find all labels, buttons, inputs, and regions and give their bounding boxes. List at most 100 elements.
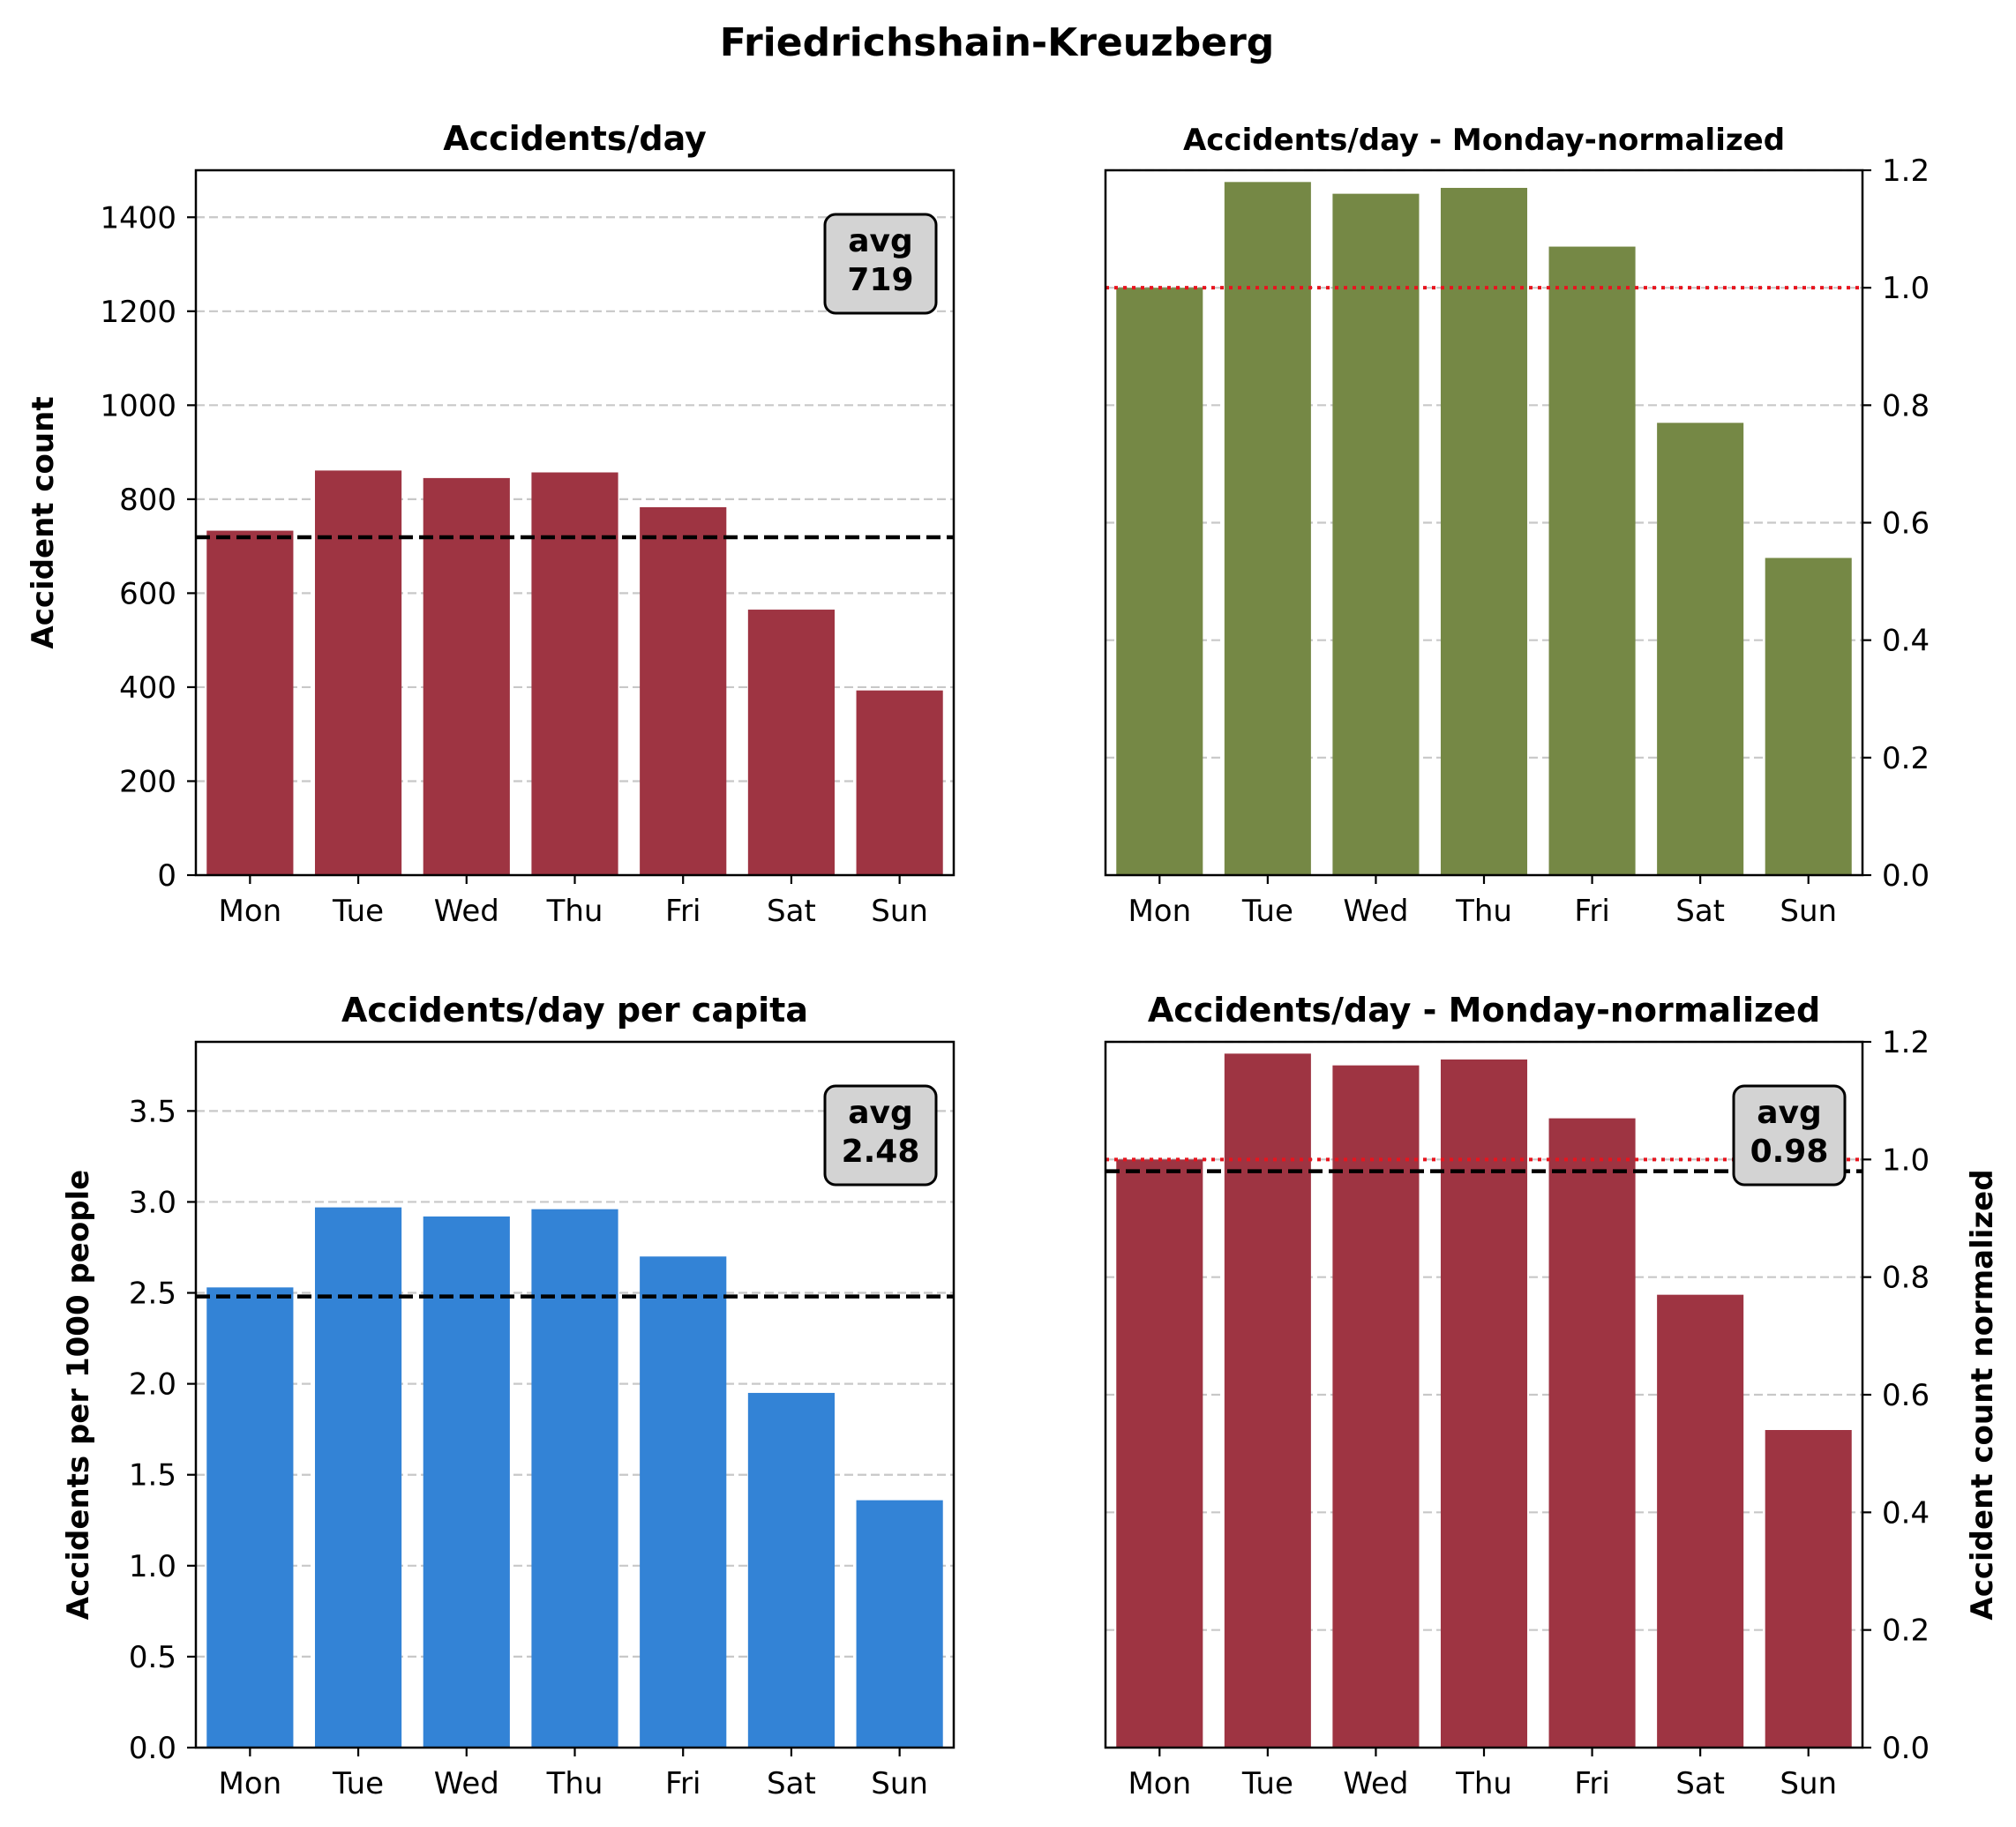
y-tick-label: 0.8 [1882,1261,1930,1296]
x-tick-label: Wed [434,1766,499,1801]
y-tick-label: 800 [119,483,176,518]
y-tick-label: 1.2 [1882,153,1930,189]
x-tick-label: Fri [665,1766,701,1801]
x-tick-label: Wed [434,894,499,929]
bar-wed [1332,193,1420,876]
chart-panel-2: 0.0 0.2 0.4 0.6 0.8 1.0 1.2 Mon Tue Wed Thu Fri Sat S… [1104,123,1930,929]
bar-mon [206,530,294,875]
y-tick-label: 0.2 [1882,1614,1930,1649]
bar-mon [206,1287,294,1748]
x-tick-label: Tue [332,894,384,929]
annotation-text: 2.48 [842,1134,920,1170]
y-tick-label: 0.0 [129,1731,176,1766]
bar-sun [1765,558,1852,875]
y-tick-label: 600 [119,576,176,611]
y-axis-label: Accident count [26,396,61,648]
x-tick-label: Tue [332,1766,384,1801]
x-tick-label: Wed [1343,894,1408,929]
x-tick-label: Mon [1128,894,1191,929]
annotation-text: avg [1757,1095,1822,1131]
annotation-box [1732,1084,1847,1187]
y-tick-label: 3.5 [129,1094,176,1129]
bar-wed [1332,1065,1420,1748]
y-tick-label: 0.6 [1882,506,1930,542]
y-tick-label: 0.6 [1882,1378,1930,1413]
y-tick-label: 0.4 [1882,1495,1930,1531]
x-tick-label: Fri [1574,894,1610,929]
bar-wed [423,1216,510,1748]
x-tick-label: Tue [1241,894,1293,929]
x-tick-label: Sun [871,1766,928,1801]
x-tick-label: Mon [219,894,282,929]
bar-sat [1657,1294,1744,1748]
y-tick-label: 1.0 [1882,1142,1930,1178]
bar-thu [1440,187,1528,876]
bar-fri [640,1256,727,1748]
bar-tue [314,1207,402,1748]
annotation-text: avg [848,223,913,259]
chart-panel-4: 0.0 0.2 0.4 0.6 0.8 1.0 1.2 Mon Tue Wed Thu Fri Sat S… [1104,991,2000,1801]
x-tick-label: Fri [665,894,701,929]
y-tick-label: 0.8 [1882,388,1930,423]
bar-tue [1224,182,1311,876]
bar-sat [747,610,836,875]
x-tick-label: Thu [546,1766,603,1801]
chart-panel-1: 0 200 400 600 800 1000 1200 1400 Mon Tue Wed Thu Fri… [26,119,956,929]
x-tick-label: Sun [1780,894,1837,929]
y-tick-label: 3.0 [129,1185,176,1220]
y-tick-label: 2.5 [129,1277,176,1312]
y-tick-label: 200 [119,764,176,799]
y-tick-label: 1200 [100,295,176,330]
bar-sat [747,1392,836,1748]
x-tick-label: Sat [1675,1766,1725,1801]
figure-suptitle: Friedrichshain-Kreuzberg [720,20,1275,65]
chart-title: Accidents/day [443,119,707,158]
x-tick-label: Thu [1455,894,1512,929]
annotation-text: avg [848,1095,913,1131]
x-tick-label: Sun [871,894,928,929]
bar-thu [531,472,618,875]
bar-sun [1765,1430,1852,1748]
bar-thu [531,1209,618,1748]
bar-fri [640,506,727,875]
y-tick-label: 0 [157,858,176,894]
y-axis-label: Accidents per 1000 people [61,1170,96,1620]
y-tick-label: 1.0 [1882,271,1930,306]
y-tick-label: 0.4 [1882,624,1930,659]
y-tick-label: 0.2 [1882,741,1930,776]
x-tick-label: Thu [546,894,603,929]
bar-sun [856,1500,943,1748]
annotation-text: 0.98 [1750,1134,1829,1170]
bar-mon [1116,288,1203,876]
chart-panels: 0 200 400 600 800 1000 1200 1400 Mon Tue Wed Thu Fri… [26,119,2000,1801]
y-tick-label: 1000 [100,388,176,423]
y-tick-label: 2.0 [129,1367,176,1403]
x-tick-label: Fri [1574,1766,1610,1801]
bar-tue [314,470,402,875]
y-tick-label: 1400 [100,200,176,236]
annotation-box [823,213,938,315]
annotation-box [823,1084,938,1187]
y-tick-label: 1.2 [1882,1025,1930,1060]
x-tick-label: Tue [1241,1766,1293,1801]
x-tick-label: Mon [219,1766,282,1801]
x-tick-label: Sat [767,894,816,929]
y-tick-label: 0.5 [129,1640,176,1675]
x-tick-label: Thu [1455,1766,1512,1801]
bar-fri [1548,1118,1636,1748]
bar-mon [1116,1159,1203,1748]
bar-sat [1657,423,1744,875]
chart-panel-3: 0.0 0.5 1.0 1.5 2.0 2.5 3.0 3.5 Mon Tue Wed Thu Fri S… [61,991,956,1801]
bar-sun [856,690,943,875]
x-tick-label: Mon [1128,1766,1191,1801]
x-tick-label: Sat [767,1766,816,1801]
x-tick-label: Wed [1343,1766,1408,1801]
x-tick-label: Sat [1675,894,1725,929]
bar-fri [1548,246,1636,875]
y-axis-label: Accident count normalized [1965,1169,2000,1620]
x-tick-label: Sun [1780,1766,1837,1801]
